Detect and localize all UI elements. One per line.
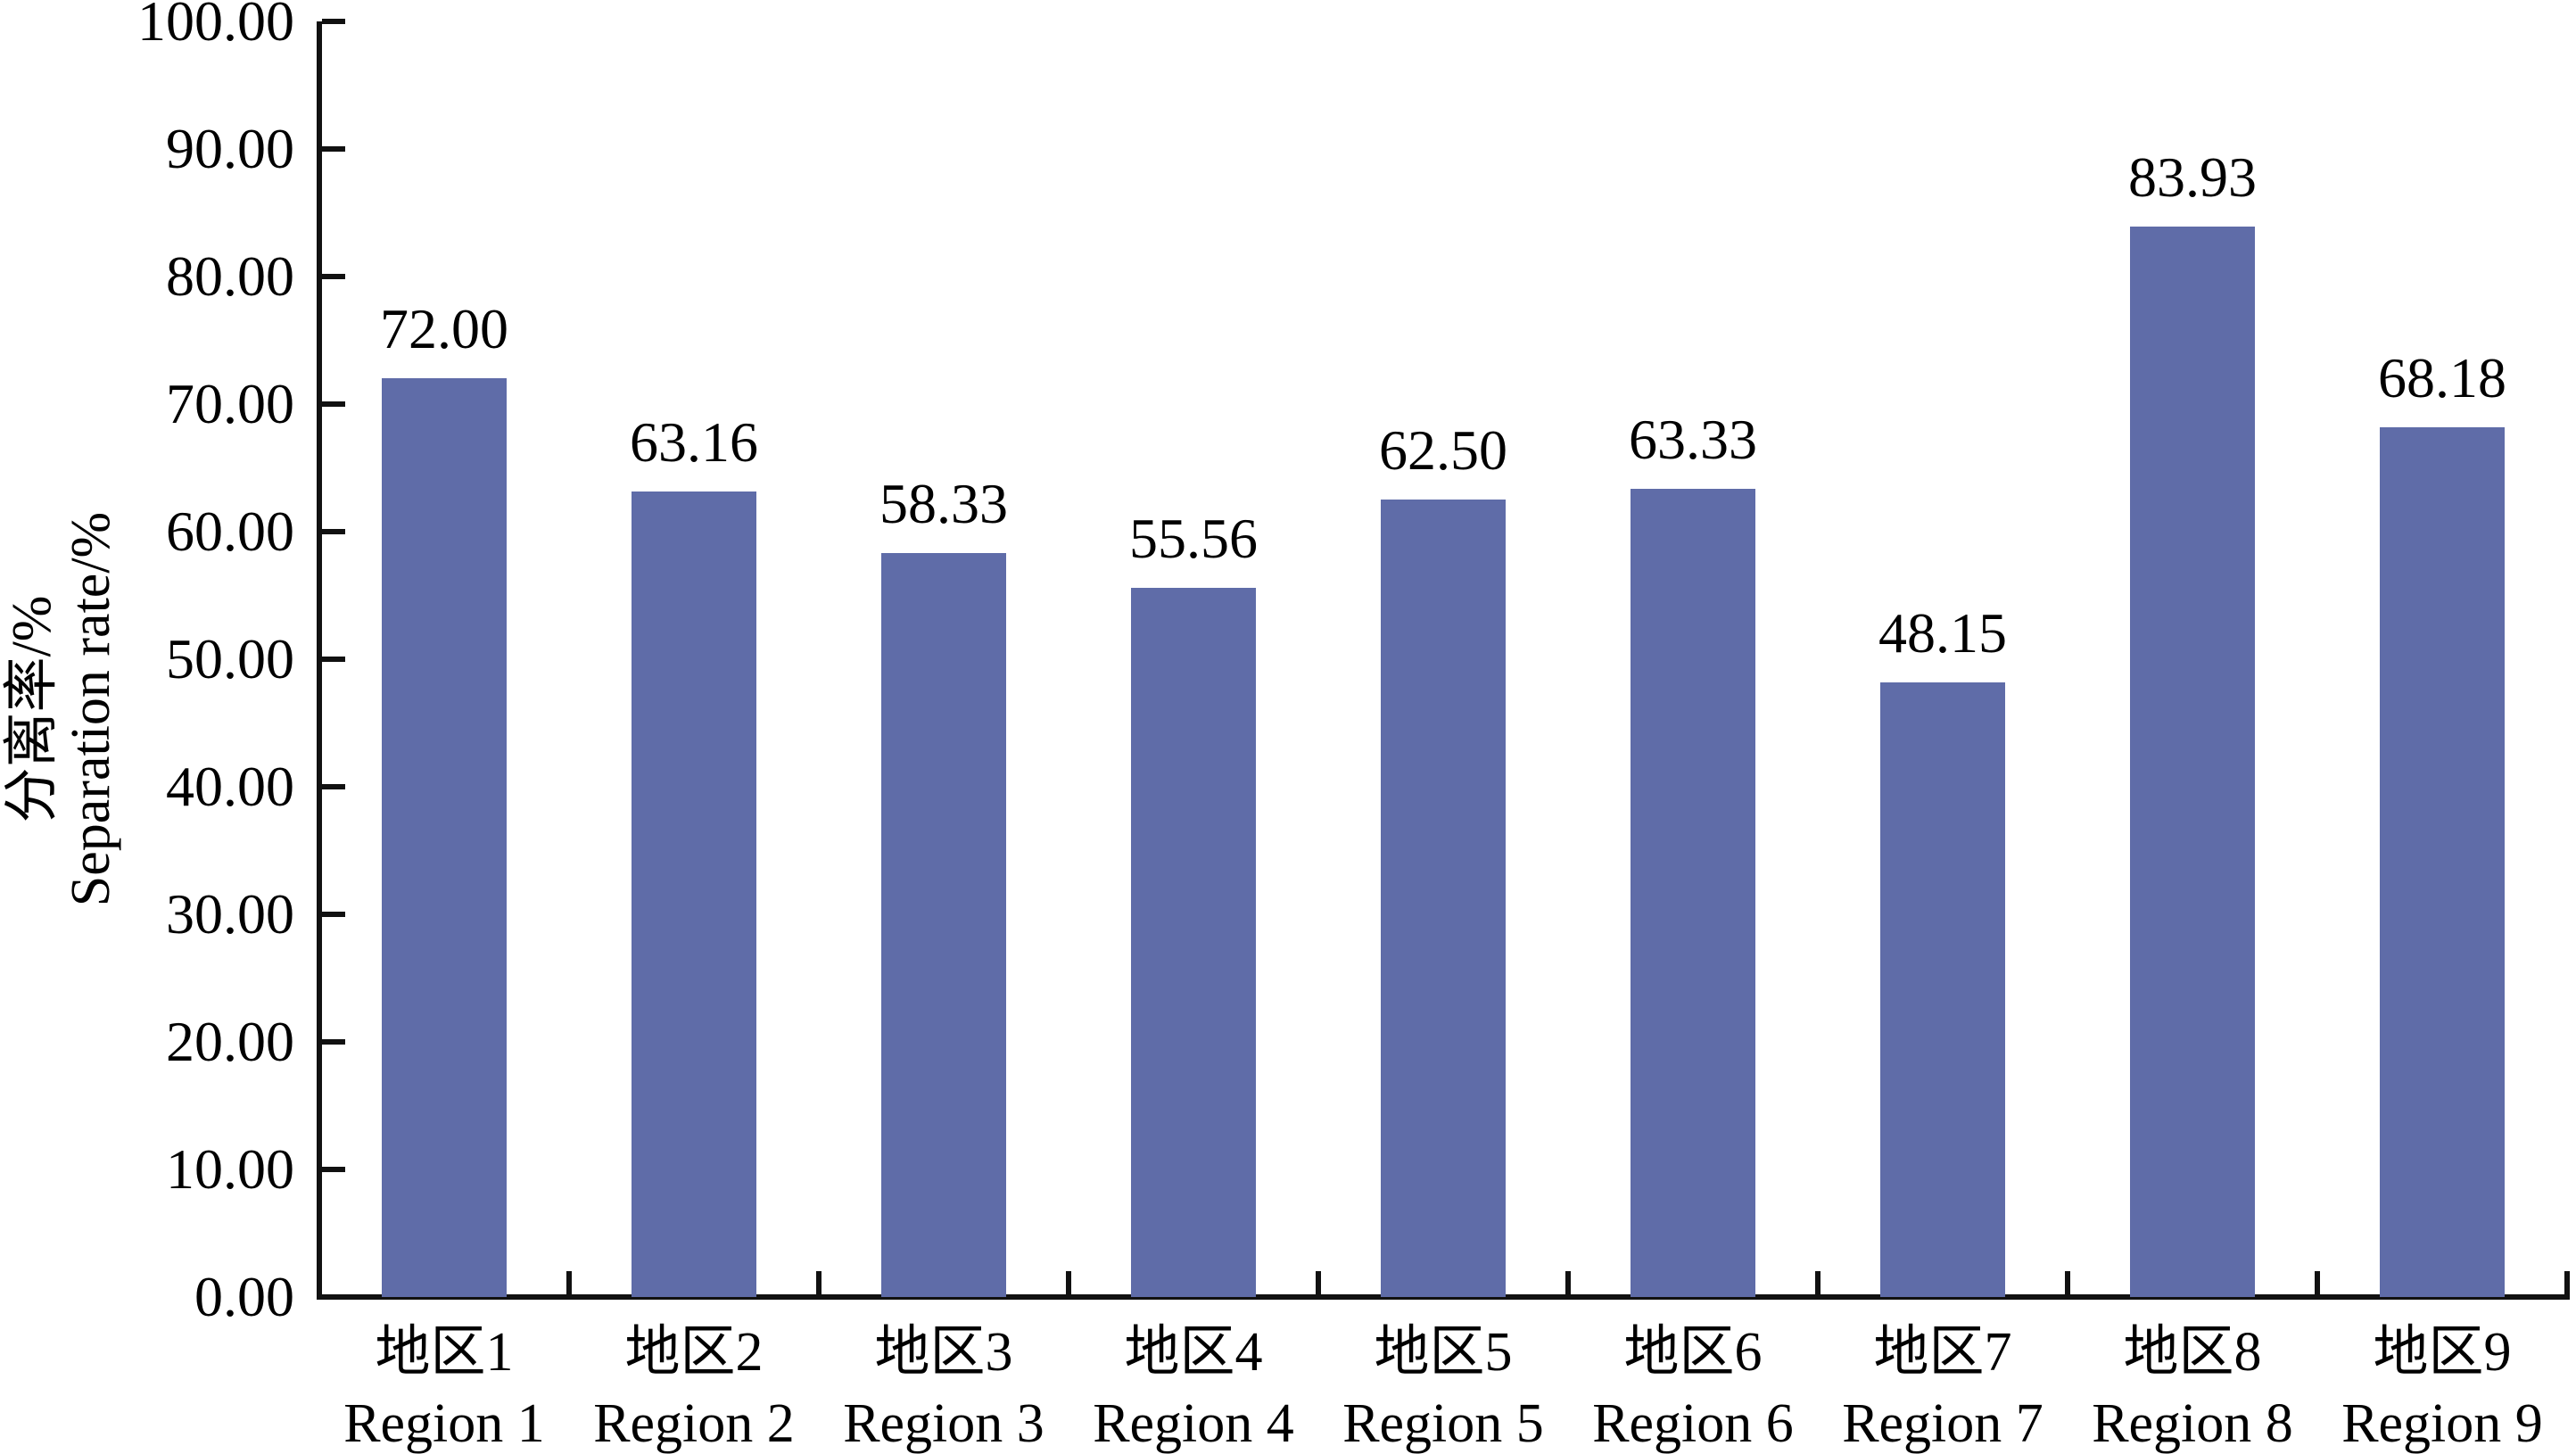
x-tick — [1815, 1271, 1821, 1294]
y-tick — [322, 401, 345, 407]
x-tick — [2564, 1271, 2570, 1294]
bar — [881, 552, 1006, 1297]
x-category-label-en: Region 2 — [593, 1393, 795, 1454]
x-category-label-en: Region 1 — [343, 1393, 545, 1454]
bar — [1381, 500, 1506, 1297]
x-tick — [1316, 1271, 1321, 1294]
y-tick — [322, 274, 345, 279]
y-tick-label: 100.00 — [137, 0, 294, 53]
x-category-label-zh: 地区7 — [1873, 1322, 2012, 1383]
x-category-label: 地区4 Region 4 — [1069, 1317, 1318, 1454]
y-tick-label: 50.00 — [166, 627, 294, 690]
x-category-label-en: Region 6 — [1592, 1393, 1794, 1454]
bar — [2380, 427, 2505, 1297]
x-category-label: 地区5 Region 5 — [1318, 1317, 1568, 1454]
y-tick — [322, 146, 345, 152]
x-category-label-zh: 地区8 — [2123, 1322, 2262, 1383]
y-tick-label: 30.00 — [166, 882, 294, 946]
bar — [632, 491, 756, 1297]
y-tick-label: 90.00 — [166, 117, 294, 180]
x-category-label-en: Region 4 — [1093, 1393, 1294, 1454]
y-tick — [322, 1039, 345, 1045]
x-category-label: 地区7 Region 7 — [1818, 1317, 2068, 1454]
bar-value-label: 63.33 — [1629, 408, 1757, 472]
x-category-label-zh: 地区2 — [624, 1322, 764, 1383]
y-tick-label: 10.00 — [166, 1137, 294, 1201]
x-tick — [816, 1271, 822, 1294]
y-axis-line — [317, 21, 322, 1300]
y-tick — [322, 529, 345, 534]
y-tick-label: 40.00 — [166, 755, 294, 818]
x-category-label: 地区2 Region 2 — [569, 1317, 819, 1454]
y-tick — [322, 657, 345, 662]
x-category-label: 地区3 Region 3 — [819, 1317, 1069, 1454]
bar — [2130, 226, 2255, 1297]
x-category-label-zh: 地区5 — [1374, 1322, 1513, 1383]
x-category-label-zh: 地区9 — [2373, 1322, 2512, 1383]
y-tick-label: 0.00 — [194, 1265, 294, 1328]
bar — [1631, 489, 1755, 1297]
bar-value-label: 62.50 — [1379, 418, 1507, 483]
y-tick — [322, 912, 345, 917]
bar-value-label: 48.15 — [1878, 601, 2007, 665]
x-category-label-en: Region 5 — [1342, 1393, 1544, 1454]
x-category-label: 地区1 Region 1 — [319, 1317, 569, 1454]
x-tick — [2065, 1271, 2070, 1294]
x-tick — [1565, 1271, 1571, 1294]
bar — [1880, 682, 2005, 1297]
y-tick-label: 60.00 — [166, 500, 294, 563]
x-category-label-zh: 地区4 — [1124, 1322, 1263, 1383]
y-tick-label: 20.00 — [166, 1010, 294, 1073]
bar — [382, 378, 507, 1297]
x-category-label-zh: 地区1 — [375, 1322, 514, 1383]
x-category-label: 地区6 Region 6 — [1568, 1317, 1818, 1454]
x-axis-line — [317, 1294, 2570, 1300]
bar-value-label: 63.16 — [630, 409, 758, 474]
x-tick — [566, 1271, 572, 1294]
x-category-label: 地区8 Region 8 — [2068, 1317, 2317, 1454]
bar-value-label: 68.18 — [2378, 346, 2506, 410]
x-category-label-en: Region 9 — [2341, 1393, 2543, 1454]
y-tick — [322, 784, 345, 789]
y-tick-label: 80.00 — [166, 244, 294, 308]
bar-value-label: 55.56 — [1129, 507, 1258, 571]
bar — [1131, 588, 1256, 1297]
bar-value-label: 58.33 — [879, 471, 1008, 535]
y-tick-label: 70.00 — [166, 372, 294, 435]
y-tick — [322, 1167, 345, 1172]
bar-value-label: 83.93 — [2128, 145, 2257, 209]
x-category-label-en: Region 7 — [1842, 1393, 2043, 1454]
x-category-label-en: Region 8 — [2092, 1393, 2293, 1454]
bar-value-label: 72.00 — [380, 297, 508, 361]
x-tick — [1066, 1271, 1071, 1294]
x-category-label-zh: 地区3 — [874, 1322, 1013, 1383]
x-category-label: 地区9 Region 9 — [2317, 1317, 2567, 1454]
y-tick — [322, 19, 345, 24]
x-category-label-zh: 地区6 — [1623, 1322, 1763, 1383]
x-tick — [2315, 1271, 2320, 1294]
x-category-label-en: Region 3 — [843, 1393, 1044, 1454]
